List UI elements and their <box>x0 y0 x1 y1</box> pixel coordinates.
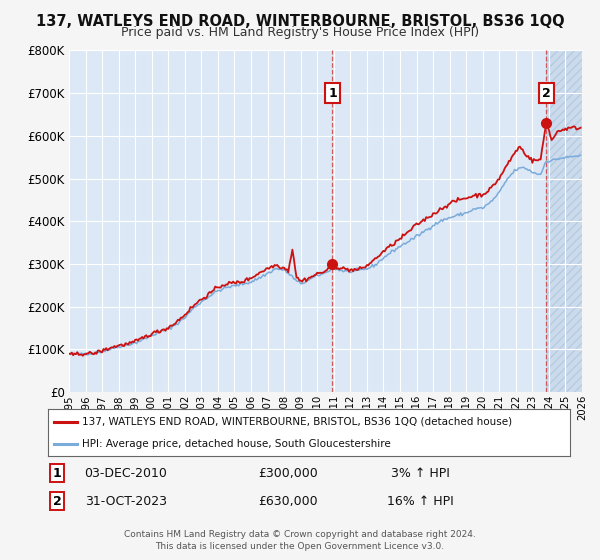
Text: 137, WATLEYS END ROAD, WINTERBOURNE, BRISTOL, BS36 1QQ (detached house): 137, WATLEYS END ROAD, WINTERBOURNE, BRI… <box>82 417 512 427</box>
Text: 2: 2 <box>542 87 550 100</box>
Text: £300,000: £300,000 <box>258 466 318 480</box>
Text: 2: 2 <box>53 494 61 508</box>
Text: Contains HM Land Registry data © Crown copyright and database right 2024.: Contains HM Land Registry data © Crown c… <box>124 530 476 539</box>
Bar <box>546 50 582 392</box>
Text: 16% ↑ HPI: 16% ↑ HPI <box>386 494 454 508</box>
Text: HPI: Average price, detached house, South Gloucestershire: HPI: Average price, detached house, Sout… <box>82 438 391 449</box>
Text: 1: 1 <box>53 466 61 480</box>
Text: This data is licensed under the Open Government Licence v3.0.: This data is licensed under the Open Gov… <box>155 542 445 551</box>
Text: 137, WATLEYS END ROAD, WINTERBOURNE, BRISTOL, BS36 1QQ: 137, WATLEYS END ROAD, WINTERBOURNE, BRI… <box>35 14 565 29</box>
Text: £630,000: £630,000 <box>258 494 318 508</box>
Text: 31-OCT-2023: 31-OCT-2023 <box>85 494 167 508</box>
Text: Price paid vs. HM Land Registry's House Price Index (HPI): Price paid vs. HM Land Registry's House … <box>121 26 479 39</box>
Text: 1: 1 <box>328 87 337 100</box>
Text: 03-DEC-2010: 03-DEC-2010 <box>85 466 167 480</box>
Text: 3% ↑ HPI: 3% ↑ HPI <box>391 466 449 480</box>
